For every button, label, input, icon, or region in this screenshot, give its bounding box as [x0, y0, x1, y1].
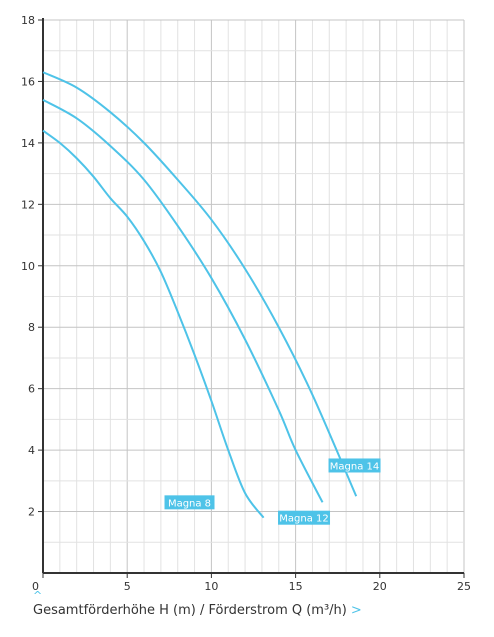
y-tick-label: 2: [28, 506, 35, 519]
axis-caption: Gesamtförderhöhe H (m) / Förderstrom Q (…: [33, 603, 362, 618]
series-line-magna-12: [42, 99, 324, 503]
y-tick-label: 4: [28, 444, 35, 457]
series-label-text: Magna 8: [168, 498, 211, 509]
y-tick-label: 18: [21, 14, 35, 27]
series-label-magna-8: Magna 8: [164, 495, 215, 510]
series-line-magna-8: [42, 129, 265, 519]
grid: [43, 19, 465, 573]
series-label-bg: [328, 458, 381, 473]
y-tick-label: 14: [21, 137, 35, 150]
y-tick-label: 12: [21, 198, 35, 211]
y-tick-label: 6: [28, 383, 35, 396]
y-tick-label: 10: [21, 260, 35, 273]
chevron-up-icon[interactable]: ^: [33, 589, 43, 602]
series-line-magna-14: [42, 71, 358, 497]
series-labels: Magna 8 Magna 12 Magna 14: [164, 458, 381, 525]
series-label-magna-12: Magna 12: [278, 510, 331, 525]
y-axis-ticks: 2 4 6 8 10 12 14 16 18: [21, 14, 43, 519]
pump-curve-chart: 2 4 6 8 10 12 14 16 18 0 5 10 15 20 25 Magna 8 Magna 1…: [21, 14, 471, 593]
chevron-right-icon[interactable]: >: [350, 603, 362, 618]
series-label-text: Magna 12: [279, 514, 328, 525]
axis-caption-text: Gesamtförderhöhe H (m) / Förderstrom Q (…: [33, 603, 347, 618]
x-tick-label: 0: [32, 580, 39, 593]
series-label-bg: [278, 510, 331, 525]
axes: [42, 18, 464, 574]
x-tick-label: 5: [124, 580, 131, 593]
series-label-magna-14: Magna 14: [328, 458, 381, 473]
x-tick-label: 20: [373, 580, 387, 593]
series: [42, 71, 358, 519]
series-label-bg: [164, 495, 215, 510]
x-tick-label: 10: [204, 580, 218, 593]
x-tick-label: 15: [289, 580, 303, 593]
y-tick-label: 8: [28, 321, 35, 334]
y-tick-label: 16: [21, 75, 35, 88]
x-axis-ticks: 0 5 10 15 20 25: [32, 573, 471, 593]
x-tick-label: 25: [457, 580, 471, 593]
series-label-text: Magna 14: [330, 461, 379, 472]
